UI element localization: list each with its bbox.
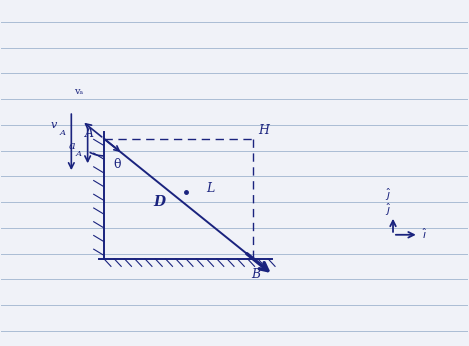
Text: B: B [251, 268, 260, 281]
Text: A: A [76, 150, 82, 158]
Text: $\hat{\imath}$: $\hat{\imath}$ [423, 227, 428, 241]
Text: H: H [258, 124, 269, 137]
Text: A: A [85, 127, 94, 140]
Text: v: v [50, 120, 57, 130]
Text: D: D [153, 194, 165, 209]
Text: vₐ: vₐ [74, 87, 83, 96]
Text: θ: θ [113, 158, 121, 171]
Text: L: L [206, 182, 215, 195]
Text: $\hat{\jmath}$: $\hat{\jmath}$ [385, 202, 391, 218]
Text: a: a [69, 141, 76, 151]
Text: $\hat{\jmath}$: $\hat{\jmath}$ [385, 187, 391, 203]
Text: A: A [60, 129, 66, 137]
